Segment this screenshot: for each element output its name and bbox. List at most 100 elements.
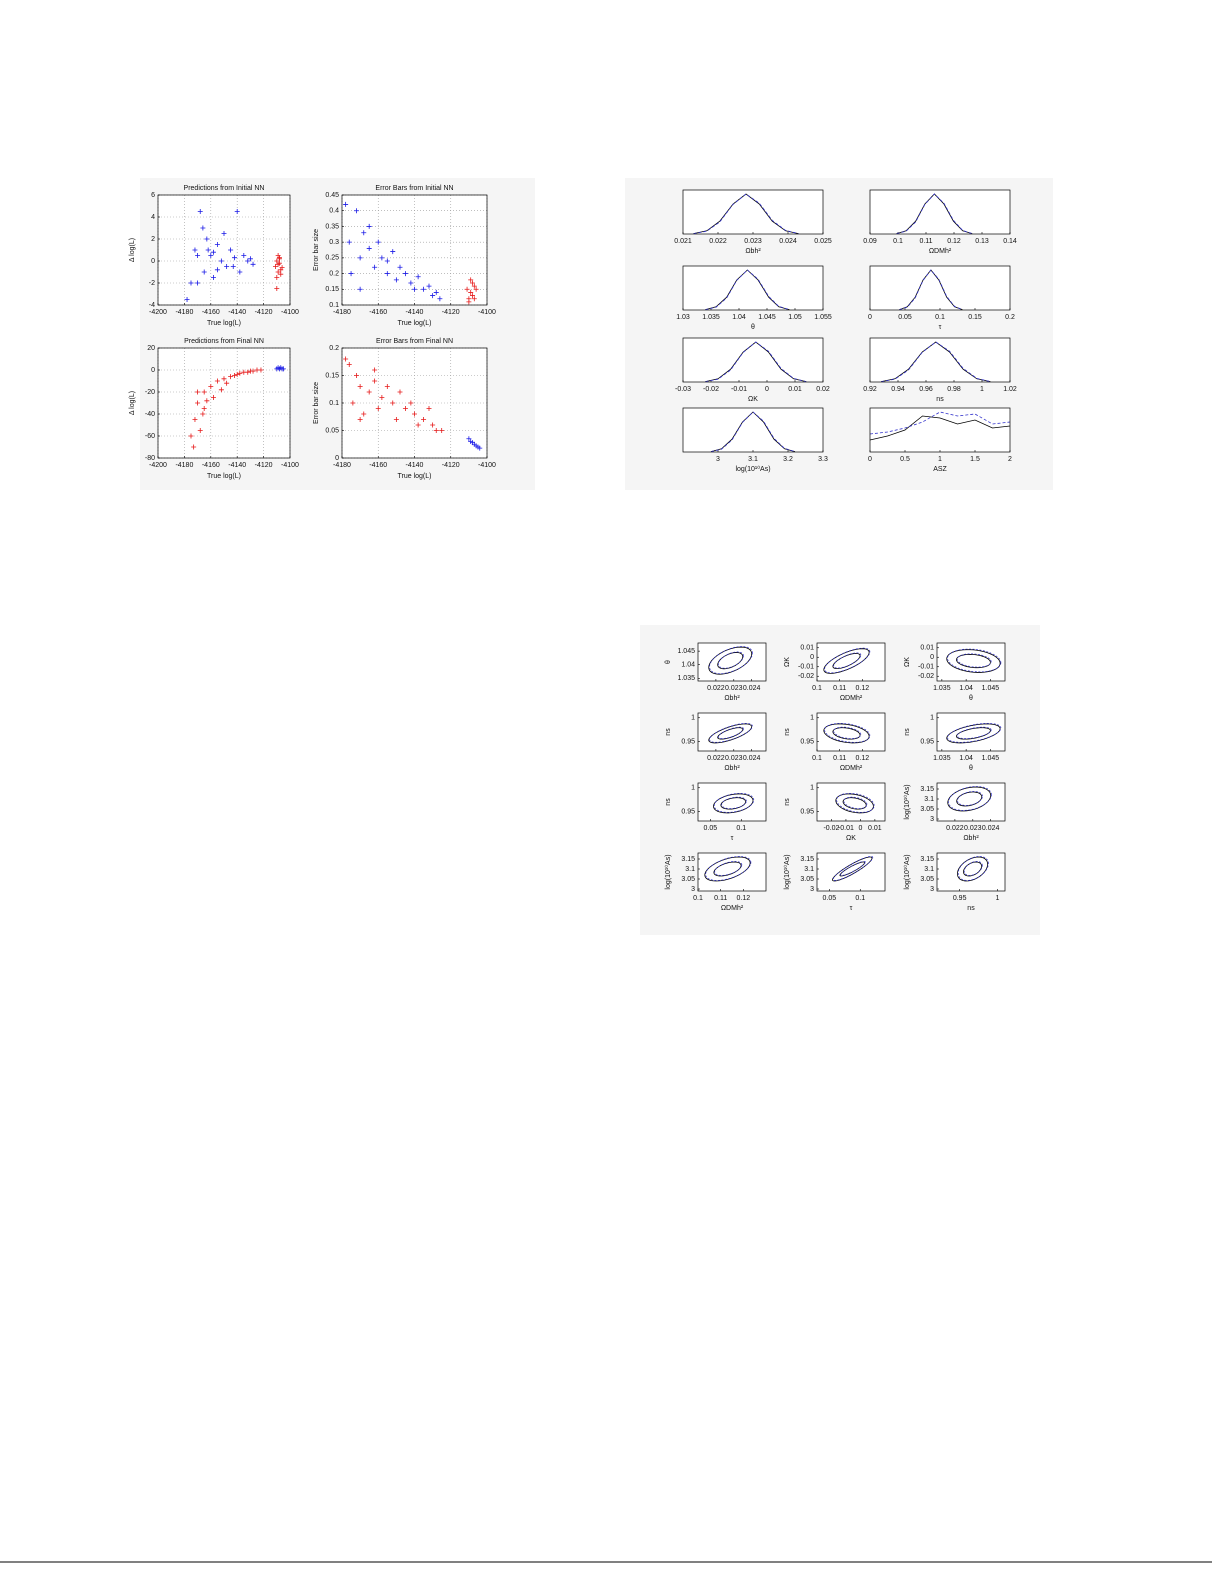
y-axis-label: log(10¹⁰As) xyxy=(664,854,672,889)
scatter-point xyxy=(221,376,227,382)
plot-area xyxy=(683,408,823,452)
y-axis-label: ns xyxy=(665,728,672,736)
x-tick-label: 0.02 xyxy=(816,386,830,393)
scatter-point xyxy=(184,297,190,302)
contour xyxy=(833,652,862,669)
scatter-point xyxy=(188,433,194,439)
y-tick-label: -60 xyxy=(145,433,155,440)
x-axis-label: Ωbh² xyxy=(724,765,740,772)
contour xyxy=(823,723,870,744)
x-tick-label: -4100 xyxy=(281,462,299,469)
plot-frame xyxy=(869,337,1011,383)
x-tick-label: 0.96 xyxy=(919,386,933,393)
contour xyxy=(836,792,875,813)
x-tick-label: 3.2 xyxy=(783,456,793,463)
contour xyxy=(718,726,744,739)
plot-area xyxy=(817,643,885,681)
scatter-point xyxy=(473,286,479,292)
scatter-point xyxy=(275,261,281,267)
scatter-point xyxy=(471,283,477,289)
scatter-point xyxy=(384,271,390,277)
scatter-point xyxy=(343,201,349,207)
scatter-point xyxy=(466,299,472,305)
plot-area xyxy=(817,853,885,891)
y-tick-label: 0.25 xyxy=(325,255,339,262)
x-tick-label: -4180 xyxy=(333,309,351,316)
scatter-point xyxy=(468,289,474,295)
plot-area xyxy=(870,408,1010,452)
y-tick-label: 3.1 xyxy=(924,796,934,803)
y-axis-label: ΩK xyxy=(784,657,791,667)
line-series xyxy=(705,341,807,382)
scatter-point xyxy=(214,378,220,384)
scatter-point xyxy=(272,264,278,269)
x-tick-label: 1 xyxy=(938,456,942,463)
x-tick-label: 0 xyxy=(868,456,872,463)
scatter-point xyxy=(234,371,240,377)
scatter-point xyxy=(408,280,414,286)
x-tick-label: 1.05 xyxy=(788,314,802,321)
y-tick-label: 2 xyxy=(151,236,155,243)
scatter-point xyxy=(197,428,203,433)
chart: 0.09 0.1 0.11 0.12 0.13 0.14 ΩDMh² xyxy=(863,189,1017,255)
plot-frame xyxy=(869,265,1011,311)
x-tick-label: -0.01 xyxy=(731,386,747,393)
scatter-point xyxy=(201,389,207,395)
scatter-point xyxy=(250,368,256,374)
scatter-point xyxy=(210,275,216,280)
scatter-point xyxy=(210,395,216,400)
x-tick-label: -4100 xyxy=(478,309,496,316)
scatter-point xyxy=(275,269,281,275)
contour xyxy=(714,861,743,876)
scatter-point xyxy=(433,428,439,433)
x-tick-label: 0.09 xyxy=(863,238,877,245)
scatter-point xyxy=(230,264,236,269)
x-tick-label: -4140 xyxy=(228,462,246,469)
y-tick-label: 3.15 xyxy=(681,856,695,863)
y-tick-label: 0.2 xyxy=(329,345,339,352)
scatter-point xyxy=(192,417,198,422)
contour xyxy=(842,797,867,810)
y-tick-label: 3.05 xyxy=(800,876,814,883)
plot-area xyxy=(158,348,290,458)
y-axis-label: ns xyxy=(784,798,791,806)
plot-frame xyxy=(697,642,767,682)
x-tick-label: 1.045 xyxy=(982,755,1000,762)
chart: 0.021 0.022 0.023 0.024 0.025 Ωbh² xyxy=(674,189,832,255)
line-series xyxy=(896,193,973,234)
x-tick-label: 1.03 xyxy=(676,314,690,321)
scatter-point xyxy=(468,277,474,283)
contour xyxy=(708,646,753,675)
y-tick-label: 1.045 xyxy=(677,648,695,655)
chart-title: Predictions from Final NN xyxy=(184,338,264,345)
contour xyxy=(947,722,1002,743)
x-tick-label: -0.02 xyxy=(823,825,839,832)
chart: 0 0.05 0.1 0.15 0.2 τ xyxy=(868,265,1015,331)
y-tick-label: 1.04 xyxy=(681,662,695,669)
y-tick-label: 0.1 xyxy=(329,302,339,309)
y-tick-label: 3.15 xyxy=(800,856,814,863)
x-tick-label: 0.11 xyxy=(919,238,932,245)
y-tick-label: 1 xyxy=(810,715,814,722)
y-tick-label: -20 xyxy=(145,389,155,396)
y-tick-label: 0.95 xyxy=(800,808,814,815)
contour xyxy=(956,791,983,807)
x-tick-label: 0.05 xyxy=(823,895,837,902)
x-tick-label: 0 xyxy=(868,314,872,321)
contour xyxy=(708,723,753,744)
scatter-point xyxy=(343,356,349,362)
scatter-point xyxy=(201,269,207,275)
scatter-point xyxy=(421,286,427,292)
x-tick-label: 0.021 xyxy=(674,238,692,245)
scatter-point xyxy=(208,253,214,258)
x-tick-label: -4120 xyxy=(255,462,273,469)
scatter-point xyxy=(350,400,356,406)
x-tick-label: 0.023 xyxy=(725,685,743,692)
x-axis-label: ΩDMh² xyxy=(929,248,952,255)
x-tick-label: 0.01 xyxy=(788,386,802,393)
scatter-point xyxy=(228,374,234,380)
y-axis-label: log(10¹⁰As) xyxy=(903,854,911,889)
y-tick-label: -4 xyxy=(149,302,155,309)
x-tick-label: 3 xyxy=(716,456,720,463)
x-tick-label: -4120 xyxy=(442,462,460,469)
